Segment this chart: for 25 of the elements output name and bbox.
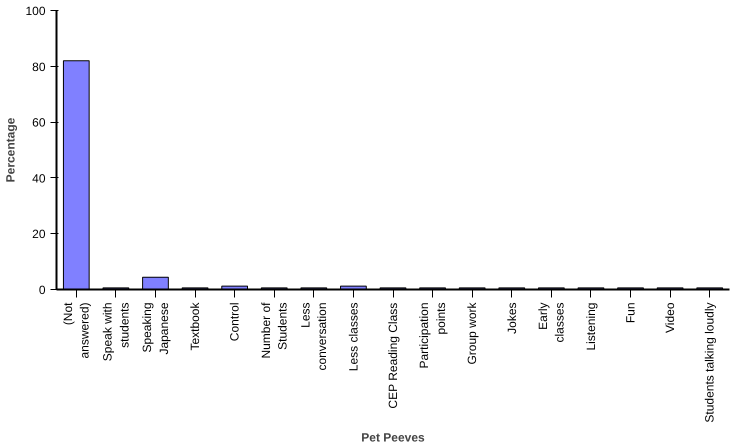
x-tick-label: Video <box>663 302 678 333</box>
x-tick-label: Speak with students <box>100 302 132 362</box>
y-axis-title: Percentage <box>3 117 18 182</box>
x-tick-label: Participation points <box>417 302 448 369</box>
y-tick-label: 60 <box>32 116 46 130</box>
x-tick-label: Fun <box>624 302 638 324</box>
x-tick-label: Speaking Japanese <box>140 302 171 355</box>
x-tick-label: Jokes <box>504 302 519 334</box>
x-axis-title: Pet Peeves <box>361 430 426 445</box>
x-tick-label: Less conversation <box>298 302 330 371</box>
x-tick-label: Textbook <box>188 302 202 351</box>
x-tick-label: Listening <box>584 302 598 351</box>
x-tick-label: (Not answered) <box>60 302 92 359</box>
y-tick-label: 40 <box>32 171 46 186</box>
x-tick-label: CEP Reading Class <box>386 302 400 409</box>
x-tick-label: Less classes <box>346 302 360 372</box>
x-tick-label: Control <box>228 302 242 342</box>
y-tick-label: 100 <box>25 4 46 18</box>
y-tick-label: 0 <box>38 283 46 297</box>
x-tick-label: Early classes <box>536 302 567 343</box>
y-tick-label: 80 <box>32 60 46 74</box>
y-tick-label: 20 <box>32 227 46 242</box>
x-tick-label: Number of Students <box>258 302 290 359</box>
x-tick-label: Students talking loudly <box>702 302 717 423</box>
x-tick-label: Group work <box>465 302 480 365</box>
